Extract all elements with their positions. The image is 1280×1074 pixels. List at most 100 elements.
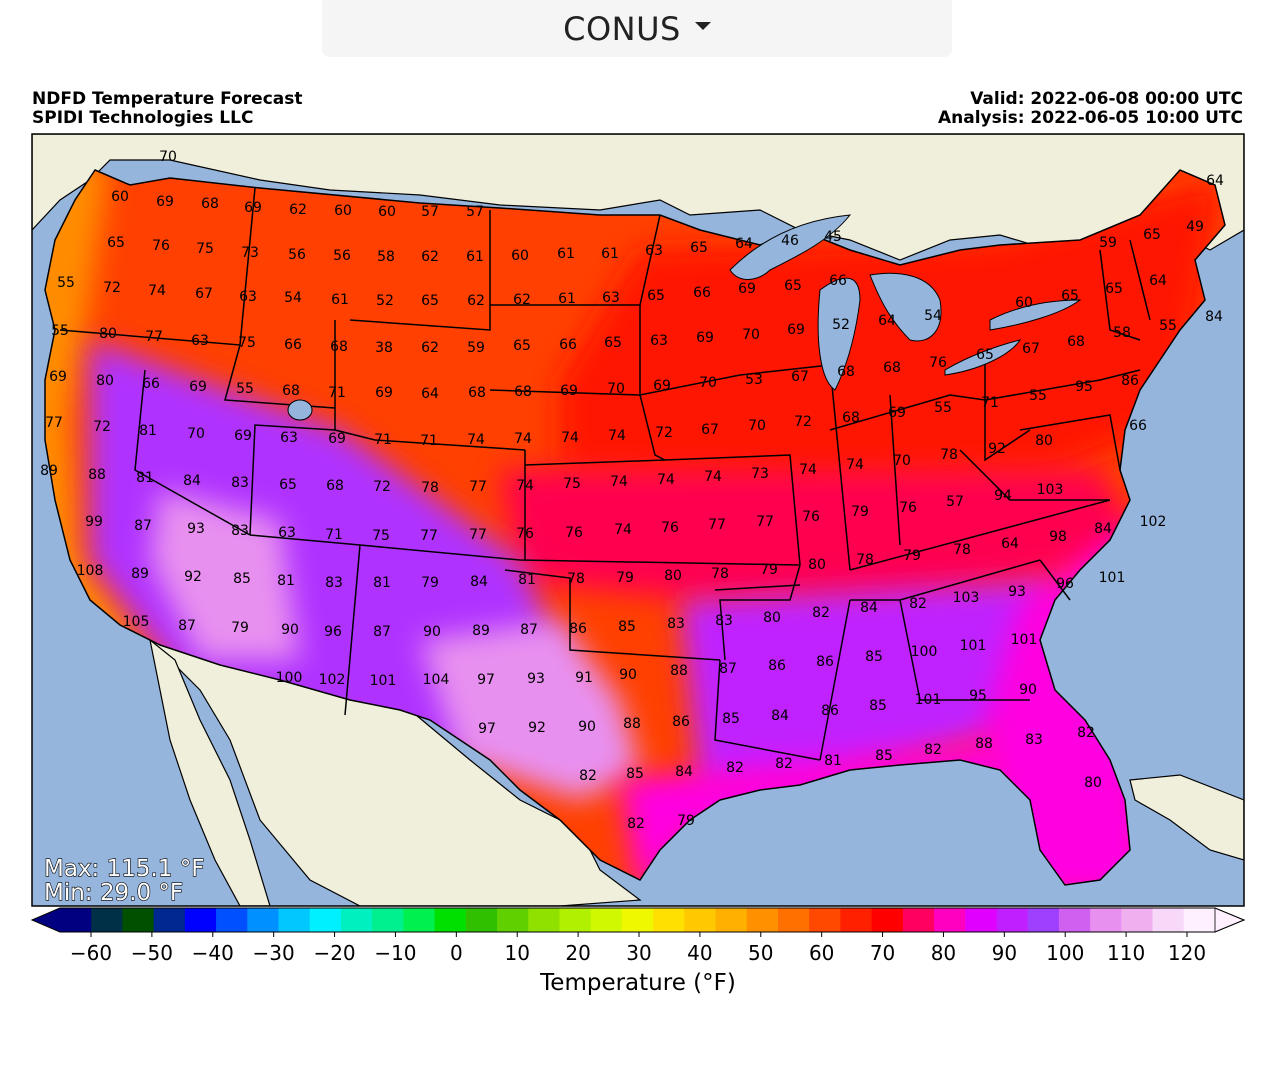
- temperature-label: 70: [159, 149, 177, 165]
- temperature-label: 69: [653, 378, 671, 394]
- colorbar-segment: [840, 908, 873, 932]
- colorbar-segment: [528, 908, 560, 932]
- colorbar-segment: [809, 908, 841, 932]
- temperature-label: 84: [1094, 521, 1112, 537]
- temperature-label: 97: [478, 721, 496, 737]
- temperature-label: 61: [557, 246, 575, 262]
- colorbar-segment: [1121, 908, 1154, 932]
- temperature-label: 84: [675, 764, 693, 780]
- temperature-label: 89: [131, 566, 149, 582]
- temperature-label: 80: [1035, 433, 1053, 449]
- mexico-land: [149, 639, 642, 906]
- temperature-label: 65: [513, 338, 531, 354]
- temperature-label: 79: [231, 620, 249, 636]
- temperature-label: 92: [988, 441, 1006, 457]
- temperature-label: 108: [77, 563, 104, 579]
- great-lakes: [287, 214, 1082, 421]
- temperature-label: 67: [701, 422, 719, 438]
- colorbar-segment: [902, 908, 935, 932]
- temperature-label: 71: [374, 432, 392, 448]
- temperature-label: 86: [816, 654, 834, 670]
- temperature-label: 66: [142, 376, 160, 392]
- temperature-label: 57: [946, 494, 964, 510]
- temperature-label: 85: [869, 698, 887, 714]
- colorbar-tick-label: −10: [374, 941, 416, 965]
- temperature-label: 55: [1159, 318, 1177, 334]
- temperature-label: 84: [183, 473, 201, 489]
- temperature-label: 89: [472, 623, 490, 639]
- temperature-label: 64: [421, 386, 439, 402]
- colorbar-segment: [1183, 908, 1216, 932]
- colorbar-segment: [153, 908, 186, 932]
- temperature-label: 69: [156, 194, 174, 210]
- temperature-label: 52: [832, 317, 850, 333]
- temperature-label: 75: [563, 476, 581, 492]
- temperature-label: 67: [791, 369, 809, 385]
- temperature-label: 85: [233, 571, 251, 587]
- temperature-label: 77: [469, 527, 487, 543]
- temperature-label: 65: [279, 477, 297, 493]
- temperature-label: 67: [1022, 341, 1040, 357]
- map-title: NDFD Temperature Forecast: [32, 89, 303, 109]
- colorbar-tick-label: 110: [1107, 941, 1145, 965]
- temperature-label: 90: [423, 624, 441, 640]
- temperature-label: 74: [516, 478, 534, 494]
- temperature-label: 70: [187, 426, 205, 442]
- temperature-label: 65: [690, 240, 708, 256]
- temperature-label: 65: [784, 278, 802, 294]
- colorbar-tick-label: 90: [992, 941, 1017, 965]
- temperature-label: 92: [184, 569, 202, 585]
- temperature-label: 74: [614, 522, 632, 538]
- temperature-label: 78: [711, 566, 729, 582]
- temperature-label: 96: [1056, 576, 1074, 592]
- temperature-label: 74: [799, 462, 817, 478]
- colorbar-segment: [871, 908, 904, 932]
- temperature-label: 96: [324, 624, 342, 640]
- temperature-label: 55: [934, 400, 952, 416]
- temperature-label: 74: [148, 283, 166, 299]
- temperature-label: 104: [423, 672, 450, 688]
- temperature-label: 86: [768, 658, 786, 674]
- temperature-label: 69: [787, 322, 805, 338]
- temperature-label: 68: [330, 339, 348, 355]
- temperature-label: 78: [856, 552, 874, 568]
- temperature-label: 69: [560, 383, 578, 399]
- temperature-label: 78: [940, 447, 958, 463]
- colorbar-segment: [653, 908, 685, 932]
- temperature-label: 86: [672, 714, 690, 730]
- temperature-label: 57: [421, 204, 439, 220]
- colorbar-segment: [247, 908, 280, 932]
- colorbar-segment: [60, 908, 92, 932]
- colorbar-min-arrow: [32, 908, 60, 932]
- temperature-label: 103: [1037, 482, 1064, 498]
- temperature-label: 72: [794, 414, 812, 430]
- temperature-label: 58: [1113, 325, 1131, 341]
- map-frame: [31, 133, 1245, 907]
- temperature-label: 69: [888, 405, 906, 421]
- temperature-label: 63: [645, 243, 663, 259]
- temperature-label: 83: [231, 475, 249, 491]
- colorbar-segment: [403, 908, 436, 932]
- temperature-label: 88: [670, 663, 688, 679]
- temperature-label: 64: [735, 236, 753, 252]
- temperature-label: 79: [616, 570, 634, 586]
- temperature-label: 102: [319, 672, 346, 688]
- region-selector[interactable]: CONUS: [322, 0, 952, 57]
- colorbar-segment: [434, 908, 467, 932]
- temperature-label: 76: [516, 526, 534, 542]
- temperature-label: 81: [139, 423, 157, 439]
- colorbar-tick-label: −20: [313, 941, 355, 965]
- temperature-label: 72: [93, 419, 111, 435]
- colorbar-segment: [590, 908, 623, 932]
- temperature-label: 79: [421, 575, 439, 591]
- temperature-label: 80: [763, 610, 781, 626]
- min-stat: Min: 29.0 °F: [44, 880, 183, 906]
- temperature-label: 81: [277, 573, 295, 589]
- temperature-label: 76: [661, 520, 679, 536]
- temperature-label: 74: [704, 469, 722, 485]
- temperature-label: 85: [618, 619, 636, 635]
- temperature-label: 82: [924, 742, 942, 758]
- temperature-label: 66: [559, 337, 577, 353]
- temperature-label: 90: [619, 667, 637, 683]
- temperature-label: 94: [994, 488, 1012, 504]
